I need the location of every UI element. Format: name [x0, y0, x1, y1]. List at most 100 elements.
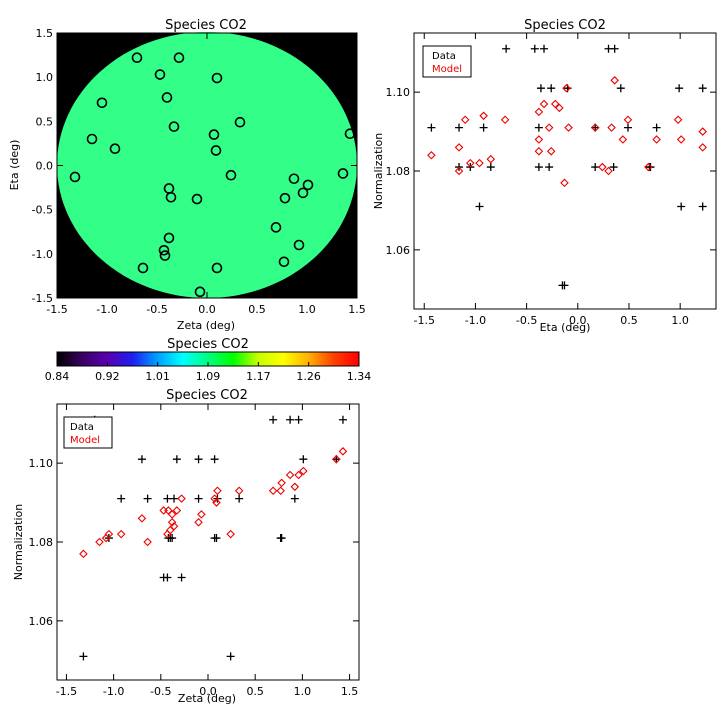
- zeta-model-point: [177, 494, 186, 503]
- zeta-data-point: [143, 494, 152, 503]
- zeta-data-point: [338, 415, 347, 424]
- eta-model-point: [500, 115, 510, 125]
- zeta-model-point: [290, 482, 300, 492]
- eta-model-point: [454, 143, 464, 152]
- map-point: [109, 143, 121, 155]
- zeta-model-point: [268, 486, 278, 496]
- zeta-data-point: [235, 494, 244, 503]
- zeta-legend-data: Data: [70, 422, 94, 433]
- map-y-tick-label: 1.0: [36, 71, 54, 84]
- eta-data-point: [610, 44, 619, 53]
- zeta-x-label: Zeta (deg): [178, 692, 236, 705]
- eta-model-point: [598, 162, 607, 172]
- eta-data-point: [540, 44, 549, 53]
- colorbar-tick-label: 0.92: [95, 370, 120, 383]
- eta-model-point: [562, 83, 571, 93]
- map-x-tick-label: -0.5: [146, 303, 167, 316]
- zeta-data-point: [299, 455, 308, 464]
- eta-data-point: [591, 163, 600, 172]
- zeta-data-point: [212, 534, 221, 543]
- eta-x-tick-label: 1.0: [671, 314, 689, 327]
- eta-model-point: [486, 154, 496, 164]
- eta-data-point: [545, 163, 554, 172]
- zeta-data-point: [286, 415, 295, 424]
- eta-x-tick-label: -1.0: [465, 314, 486, 327]
- eta-y-tick-label: 1.10: [386, 86, 411, 99]
- map-point: [297, 187, 309, 199]
- zeta-y-tick-label: 1.08: [29, 536, 54, 549]
- eta-data-point: [475, 202, 484, 211]
- zeta-data-point: [137, 455, 146, 464]
- map-y-label: Eta (deg): [8, 140, 21, 191]
- zeta-x-tick-label: -0.5: [150, 685, 171, 698]
- map-point: [288, 173, 300, 185]
- map-title: Species CO2: [165, 18, 247, 33]
- map-x-label: Zeta (deg): [177, 319, 235, 332]
- map-y-tick-label: 1.5: [36, 27, 54, 40]
- zeta-data-point: [269, 415, 278, 424]
- eta-data-point: [675, 84, 684, 93]
- zeta-data-point: [210, 455, 219, 464]
- zeta-data-point: [226, 652, 235, 661]
- eta-x-ticks: -1.5 -1.0 -0.5 0.0 0.5 1.0: [414, 33, 689, 327]
- zeta-panel: Species CO2 -1.5 -1.0 -0.5 0.0 0.5 1.0 1.5 1.0…: [12, 388, 360, 705]
- zeta-model-point: [276, 486, 285, 496]
- zeta-model-point: [332, 454, 341, 464]
- eta-data-point: [677, 202, 686, 211]
- map-point: [154, 69, 166, 80]
- colorbar-title: Species CO2: [167, 337, 249, 352]
- map-point: [191, 193, 203, 205]
- eta-data-point: [616, 84, 625, 93]
- zeta-data-point: [277, 534, 286, 543]
- eta-data-point: [427, 123, 436, 132]
- eta-model-point: [460, 115, 470, 125]
- map-point: [69, 171, 81, 183]
- eta-model-point: [546, 147, 556, 156]
- zeta-model-point: [338, 447, 348, 456]
- map-point: [234, 116, 246, 128]
- eta-data-point: [591, 123, 600, 132]
- eta-data-point: [652, 123, 661, 132]
- map-x-tick-label: -1.5: [46, 303, 67, 316]
- zeta-x-tick-label: 0.5: [246, 685, 264, 698]
- colorbar-ticks: 0.84 0.92 1.01 1.09 1.17 1.26 1.34: [45, 362, 372, 383]
- eta-title: Species CO2: [524, 18, 606, 33]
- eta-model-point: [454, 166, 464, 176]
- zeta-model-point: [169, 521, 179, 531]
- eta-model-point: [534, 135, 544, 144]
- eta-x-tick-label: -1.5: [414, 314, 435, 327]
- zeta-model-point: [137, 514, 147, 523]
- eta-model-point: [610, 76, 619, 85]
- eta-data-point: [536, 84, 545, 93]
- eta-points: [427, 44, 707, 290]
- eta-model-point: [475, 158, 484, 168]
- colorbar-tick-label: 1.34: [347, 370, 372, 383]
- eta-data-point: [534, 123, 543, 132]
- zeta-model-point: [197, 510, 206, 519]
- zeta-model-point: [210, 494, 219, 503]
- zeta-model-point: [226, 529, 235, 539]
- colorbar-tick-label: 1.01: [145, 370, 170, 383]
- map-point: [270, 222, 282, 233]
- eta-model-point: [698, 127, 707, 136]
- zeta-model-point: [116, 529, 126, 539]
- map-y-tick-label: 0.0: [36, 160, 54, 173]
- map-point: [158, 245, 170, 256]
- colorbar-tick-label: 0.84: [45, 370, 70, 383]
- zeta-y-tick-label: 1.06: [29, 615, 54, 628]
- colorbar: Species CO2 0.84 0.92 1.01 1.09 1.17 1.26 1.34: [45, 337, 372, 383]
- eta-x-tick-label: -0.5: [516, 314, 537, 327]
- map-x-tick-label: 1.0: [298, 303, 316, 316]
- map-point: [225, 169, 237, 181]
- eta-data-point: [455, 123, 464, 132]
- eta-y-tick-label: 1.06: [386, 244, 411, 257]
- map-point: [208, 129, 220, 140]
- zeta-model-point: [159, 506, 168, 515]
- eta-x-tick-label: 0.0: [569, 314, 587, 327]
- zeta-model-point: [212, 498, 221, 507]
- map-point: [344, 128, 356, 139]
- eta-legend: Data Model: [422, 45, 472, 78]
- map-y-ticks: -1.5 -1.0 -0.5 0.0 0.5 1.0 1.5: [32, 27, 357, 305]
- eta-model-point: [673, 115, 683, 125]
- eta-data-point: [547, 84, 556, 93]
